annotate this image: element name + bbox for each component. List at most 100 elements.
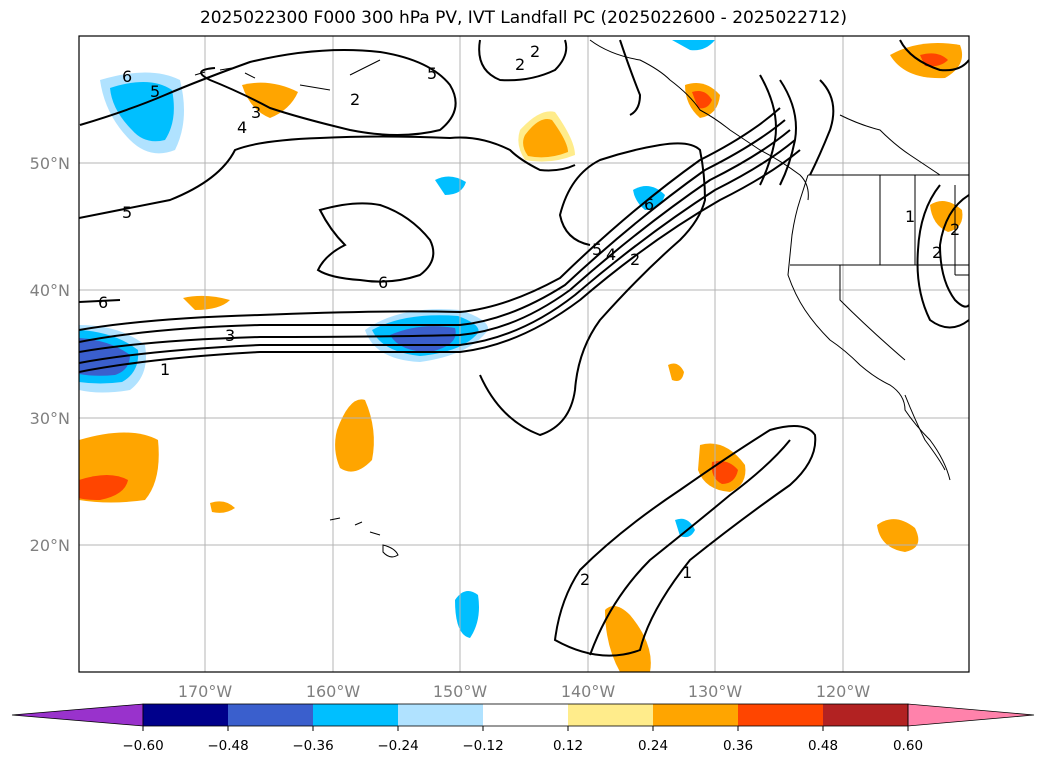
colorbar-segment [143,704,228,726]
colorbar-segment [823,704,908,726]
shade-neg-g [435,176,466,195]
shade-pos-f2 [711,461,738,484]
ctr-label-3: 2 [350,90,360,109]
lat-tick-labels: 50°N 40°N 30°N 20°N [30,154,70,555]
contour-12 [79,49,457,136]
shade-pos-sw2 [79,475,128,500]
lon-tick-140w: 140°W [561,682,616,701]
ctr-label-9: 6 [98,293,108,312]
colorbar-tick-label: −0.12 [462,738,503,754]
ctr-label-18: 1 [682,563,692,582]
colorbar-segment [738,704,823,726]
state-borders [790,175,969,361]
colorbar-tick-label: 0.60 [893,738,923,754]
colorbar-segment [653,704,738,726]
contour-4 [79,119,786,343]
ctr-label-7: 5 [427,64,437,83]
shade-pos-a [242,82,298,118]
bc-coast [839,114,941,176]
colorbar-tick-label: 0.12 [553,738,583,754]
map-panel: 6 5 2 3 4 2 5 5 6 3 1 6 2 5 4 2 6 1 2 2 … [79,36,969,672]
contour-18 [478,39,568,82]
contour-8 [316,202,435,283]
contour-5 [79,107,781,331]
baja [904,394,946,471]
colorbar-tick-label: −0.24 [377,738,418,754]
ctr-label-15: 4 [606,245,616,264]
shade-neg-h [672,40,715,51]
ctr-label-12: 6 [378,273,388,292]
hawaii [329,517,399,558]
lat-tick-40n: 40°N [30,281,70,300]
contour-20 [899,39,969,72]
lon-tick-160w: 160°W [306,682,361,701]
ctr-label-2: 5 [150,82,160,101]
contour-13 [809,79,835,176]
contour-17 [938,194,969,308]
ctr-label-8: 5 [122,203,132,222]
colorbar-segment [398,704,483,726]
graticule [79,36,969,672]
ctr-label-13: 2 [630,250,640,269]
lon-tick-170w: 170°W [178,682,233,701]
colorbar-frame [142,703,909,727]
shade-pos-n [210,501,235,513]
ctr-label-4: 3 [251,103,261,122]
colorbar-tick-label: −0.48 [207,738,248,754]
map-title: 2025022300 F000 300 hPa PV, IVT Landfall… [199,8,847,28]
colorbar-segment [568,704,653,726]
shade-pos-l [183,295,230,310]
coastlines [194,39,969,558]
colorbar: −0.60 −0.48 −0.36 −0.24 −0.12 0.12 0.24 0.36 0.4… [11,703,1035,754]
ctr-label-1: 6 [122,67,132,86]
ctr-label-17: 6 [644,195,654,214]
shade-pos-d [335,399,374,472]
contour-6 [79,299,121,303]
ctr-label-14: 5 [592,240,602,259]
lon-tick-labels: 170°W 160°W 150°W 140°W 130°W 120°W [178,682,871,701]
shade-pos-b-core [523,119,568,158]
contour-1 [79,149,801,373]
colorbar-tick-label: 0.24 [638,738,668,754]
ctr-label-21: 1 [905,207,915,226]
colorbar-segment [483,704,568,726]
ctr-label-20: 2 [932,243,942,262]
colorbar-tick-label: 0.36 [723,738,753,754]
map-frame [78,35,970,673]
ctr-label-22: 2 [950,220,960,239]
ctr-label-11: 1 [160,360,170,379]
alaska-coast [589,39,809,201]
pv-contours [79,39,969,657]
contour-10 [553,425,817,657]
contour-7 [79,135,576,219]
aleutians [194,59,381,91]
contour-3 [79,129,791,353]
ctr-label-5: 4 [237,118,247,137]
colorbar-tick-label: 0.48 [808,738,838,754]
lat-tick-20n: 20°N [30,536,70,555]
shade-pos-g [877,519,919,552]
colorbar-extend-min [11,703,144,727]
colorbar-extend-max [907,703,1035,727]
lat-tick-50n: 50°N [30,154,70,173]
contour-labels: 6 5 2 3 4 2 5 5 6 3 1 6 2 5 4 2 6 1 2 2 … [98,42,960,589]
shade-neg-nw-core [110,81,174,142]
colorbar-tick-label: −0.36 [292,738,333,754]
contour-15 [759,74,777,186]
shade-neg-e [455,591,479,638]
contour-19 [619,39,642,116]
contour-16 [916,184,969,329]
contour-11 [589,439,791,656]
shade-pos-m [668,363,684,381]
ctr-label-6: 2 [530,42,540,61]
contour-9 [479,142,707,437]
shade-pos-i2 [692,91,712,109]
shade-neg-i [675,518,695,538]
west-coast [787,174,951,481]
lon-tick-130w: 130°W [688,682,743,701]
shade-pos-j2 [920,53,948,67]
lat-tick-30n: 30°N [30,409,70,428]
lon-tick-150w: 150°W [433,682,488,701]
contour-2 [79,139,796,364]
